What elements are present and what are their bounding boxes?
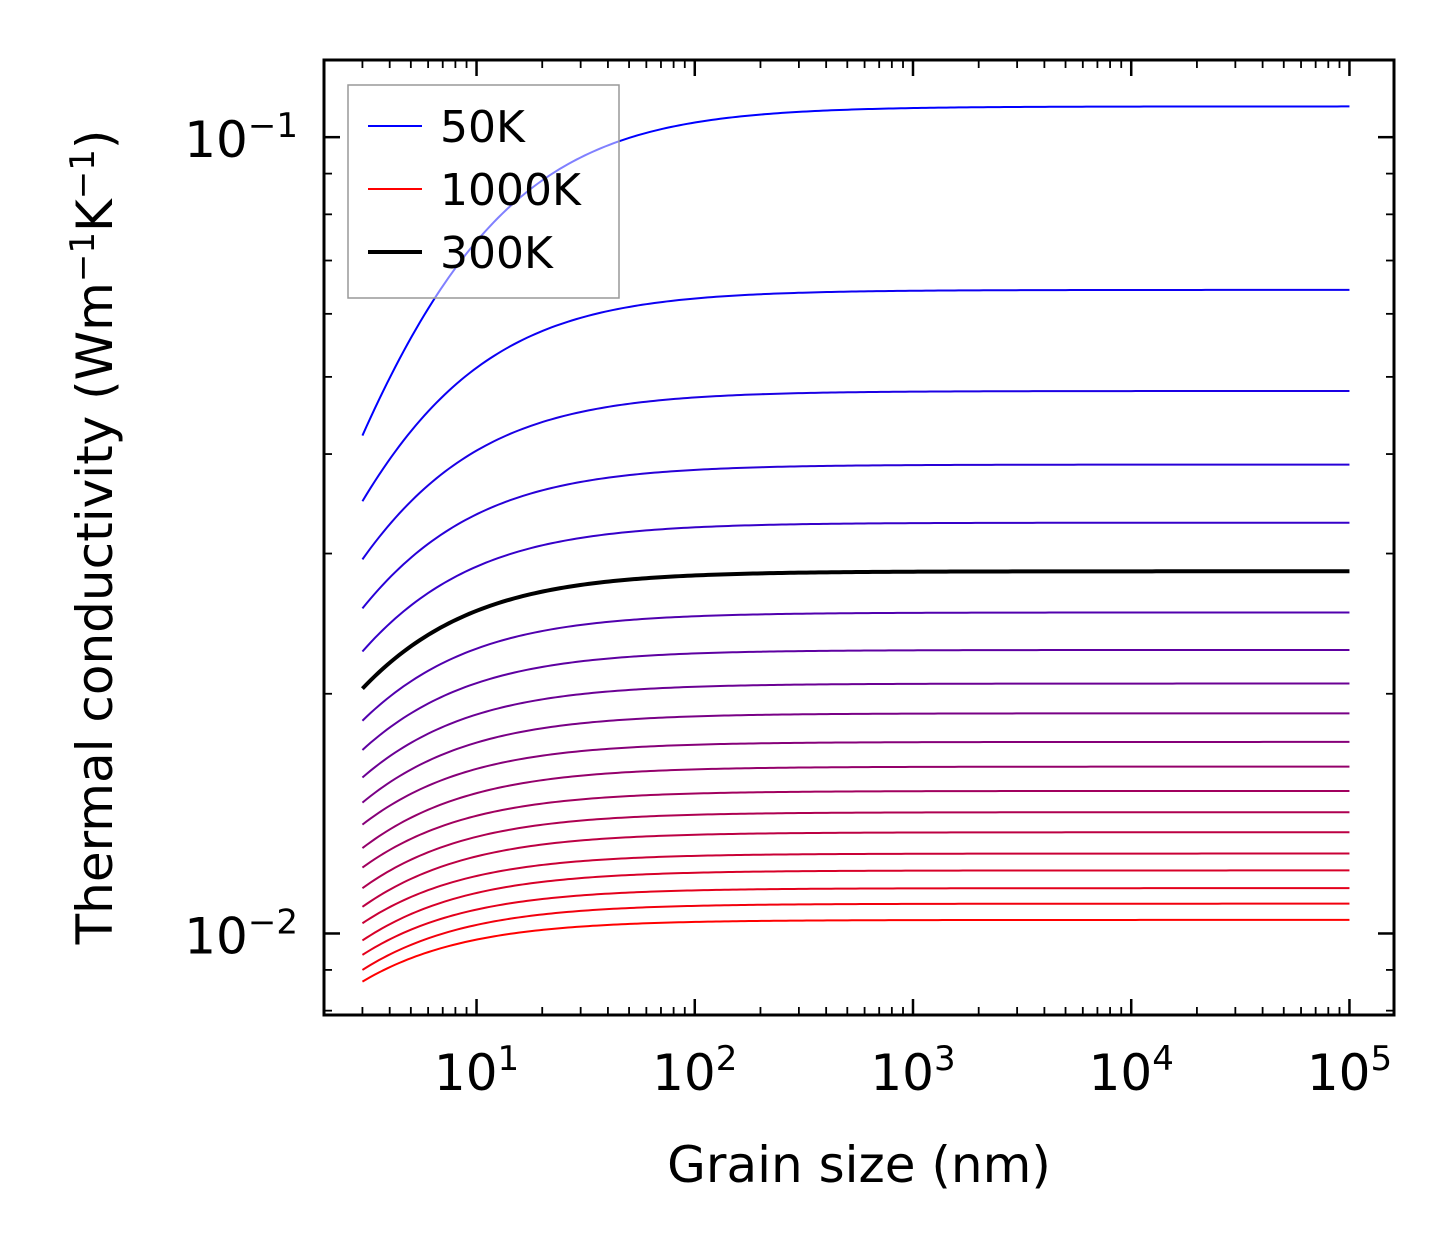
- series-line-250k: [361, 521, 1350, 653]
- series-line-700k: [361, 811, 1350, 889]
- series-line-300k: [360, 569, 1350, 691]
- y-label-text: Thermal conductivity (Wm: [66, 282, 124, 945]
- series-line-900k: [361, 887, 1350, 956]
- y-axis-label: Thermal conductivity (Wm−1K−1): [63, 130, 124, 946]
- x-axis-label: Grain size (nm): [667, 1136, 1051, 1194]
- x-tick-label: 103: [870, 1039, 955, 1102]
- series-line-450k: [361, 682, 1350, 779]
- y-label-end: ): [66, 130, 124, 150]
- series-line-950k: [361, 902, 1350, 971]
- x-tick-label: 102: [652, 1039, 737, 1102]
- legend-label-50k: 50K: [440, 102, 526, 153]
- y-tick-label: 10−1: [184, 106, 298, 169]
- series-layer: [360, 105, 1350, 983]
- series-line-650k: [361, 789, 1350, 869]
- series-line-200k: [361, 463, 1350, 610]
- legend: 50K 1000K 300K: [347, 84, 620, 299]
- y-label-mid: K: [66, 198, 124, 232]
- legend-label-1000k: 1000K: [440, 165, 582, 216]
- plot-frame: [322, 58, 1396, 1017]
- series-line-550k: [361, 740, 1350, 826]
- x-tick-label: 104: [1089, 1039, 1174, 1102]
- series-line-400k: [361, 648, 1350, 751]
- y-label-sup-1: −1: [63, 232, 103, 282]
- y-label-sup-2: −1: [63, 149, 103, 199]
- series-line-800k: [361, 852, 1350, 925]
- series-line-500k: [361, 712, 1350, 804]
- tick-layer: 101 102 103 104 105 10−2 10−1: [184, 60, 1394, 1102]
- x-tick-label: 105: [1307, 1039, 1392, 1102]
- series-line-750k: [361, 831, 1350, 908]
- series-line-150k: [361, 390, 1350, 560]
- series-line-1000k: [361, 918, 1350, 983]
- y-tick-label: 10−2: [184, 902, 298, 965]
- legend-box: [347, 84, 620, 299]
- x-tick-label: 101: [434, 1039, 519, 1102]
- series-line-350k: [361, 611, 1350, 722]
- series-line-850k: [361, 869, 1350, 942]
- legend-label-300k: 300K: [440, 228, 554, 279]
- series-line-600k: [361, 765, 1350, 849]
- series-line-100k: [361, 288, 1350, 502]
